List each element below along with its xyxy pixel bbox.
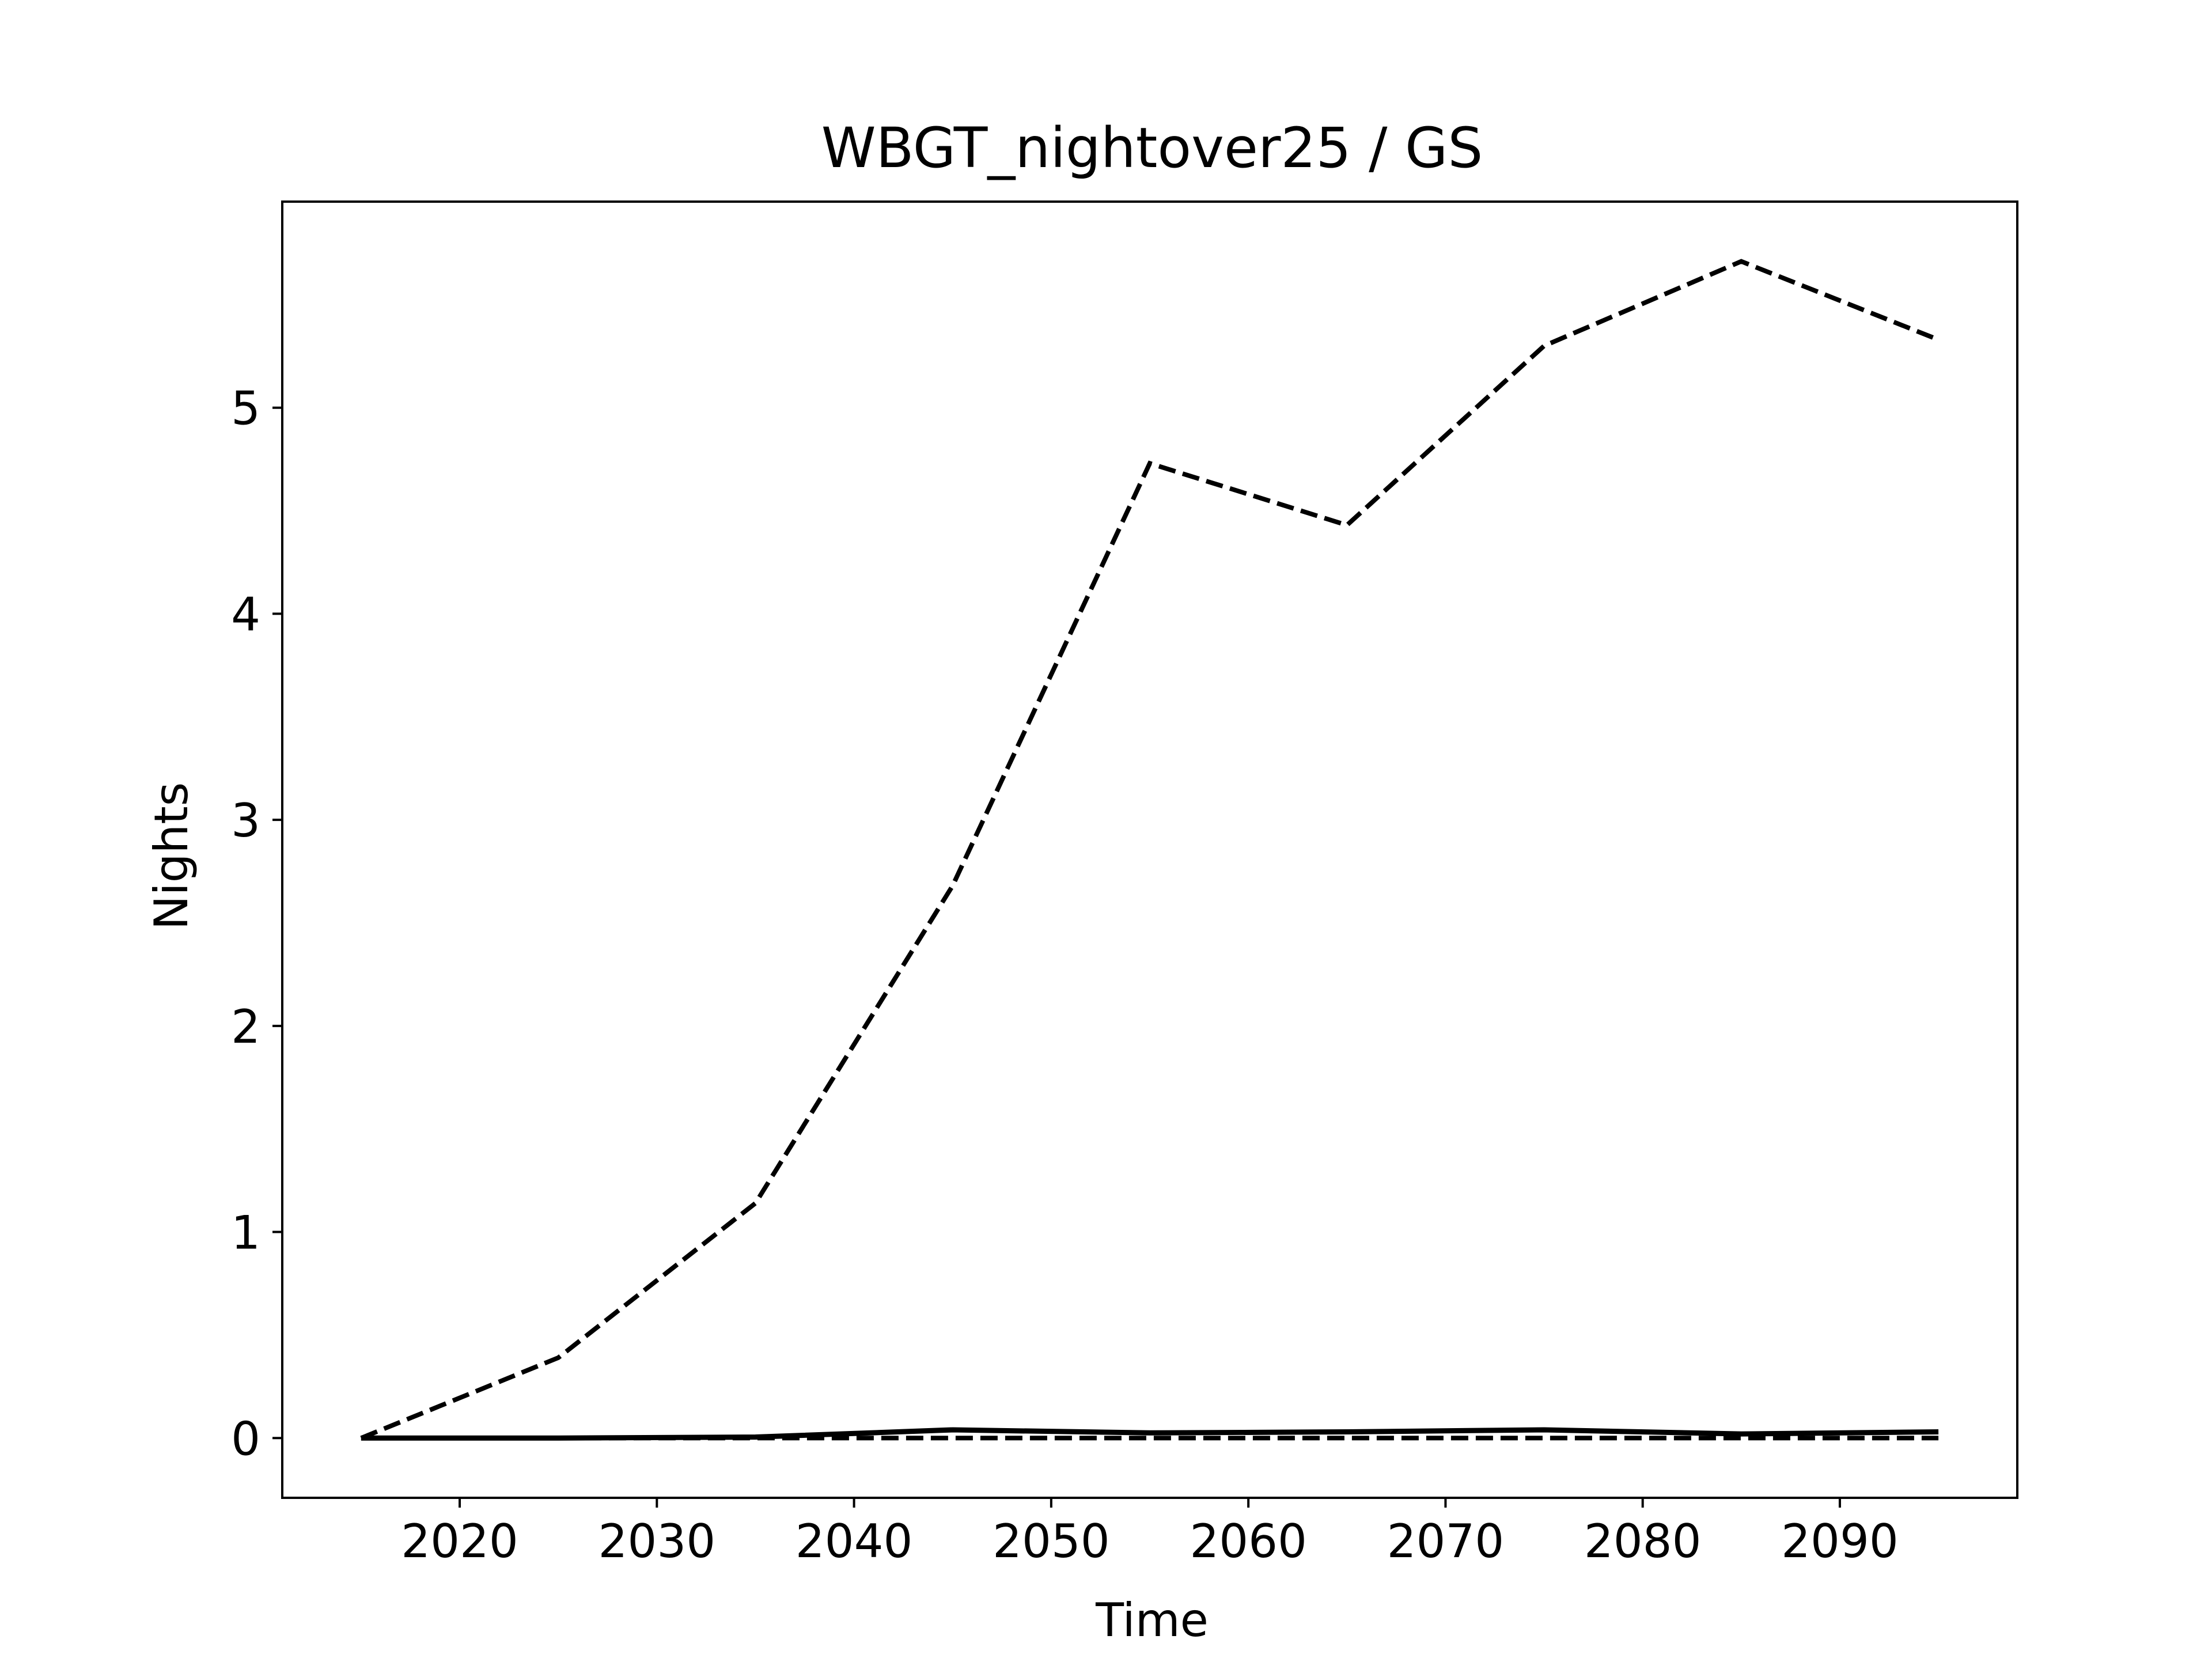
y-tick-label: 3	[231, 794, 260, 847]
x-tick-label: 2060	[1190, 1515, 1307, 1568]
x-tick-label: 2050	[993, 1515, 1110, 1568]
y-axis-label: Nights	[145, 782, 198, 930]
y-axis-ticks: 0 1 2 3 4 5	[231, 382, 282, 1466]
y-tick-label: 0	[231, 1412, 260, 1466]
y-tick-label: 2	[231, 1000, 260, 1054]
x-tick-label: 2080	[1584, 1515, 1702, 1568]
series-layer	[360, 259, 1940, 1441]
y-tick-label: 4	[231, 588, 260, 641]
series-line-1-dashed	[360, 259, 1940, 1441]
x-tick-label: 2040	[796, 1515, 913, 1568]
x-axis-ticks: 2020 2030 2040 2050 2060 2070 2080 2090	[401, 1498, 1899, 1568]
chart-title: WBGT_nightover25 / GS	[821, 116, 1483, 180]
x-tick-label: 2090	[1781, 1515, 1899, 1568]
x-tick-label: 2030	[599, 1515, 716, 1568]
y-tick-label: 1	[231, 1206, 260, 1260]
x-tick-label: 2070	[1387, 1515, 1505, 1568]
x-axis-label: Time	[1095, 1593, 1209, 1647]
plot-area-frame	[281, 200, 2018, 1499]
x-tick-label: 2020	[401, 1515, 518, 1568]
y-tick-label: 5	[231, 382, 260, 436]
